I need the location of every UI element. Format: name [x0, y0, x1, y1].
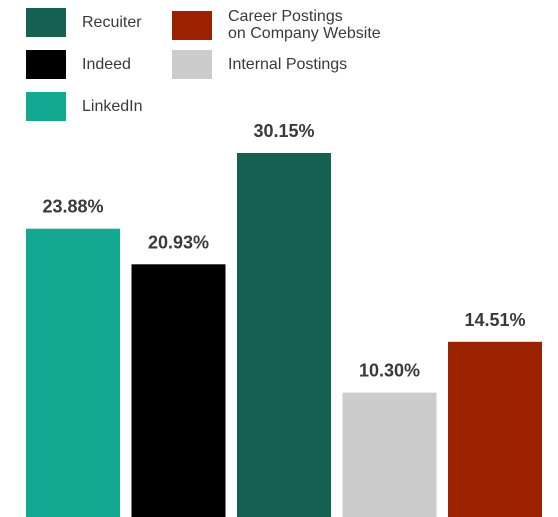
legend-label-linkedin: LinkedIn: [82, 98, 143, 115]
legend-swatch-internal-postings: [172, 50, 212, 79]
bar-recuiter: [237, 153, 331, 517]
legend-label-internal-postings: Internal Postings: [228, 56, 348, 73]
legend-item-linkedin: LinkedIn: [26, 92, 143, 121]
chart-legend: Recuiter Career Postings on Company Webs…: [0, 0, 558, 130]
legend-item-internal-postings: Internal Postings: [172, 50, 347, 79]
bar-career-postings-on-company-website: [448, 341, 542, 517]
legend-label-recuiter: Recuiter: [82, 14, 142, 31]
legend-item-recuiter: Recuiter: [26, 8, 142, 37]
legend-label-career-postings: Career Postings on Company Website: [228, 8, 381, 42]
value-label-recuiter: 30.15%: [253, 121, 314, 141]
bar-linkedin: [26, 228, 120, 517]
legend-item-indeed: Indeed: [26, 50, 131, 79]
legend-label-indeed: Indeed: [82, 56, 131, 73]
legend-item-career-postings: Career Postings on Company Website: [172, 8, 381, 42]
legend-swatch-indeed: [26, 50, 66, 79]
value-label-linkedin: 23.88%: [42, 197, 103, 217]
value-label-career-postings-on-company-website: 14.51%: [464, 310, 525, 330]
value-label-indeed: 20.93%: [148, 232, 209, 252]
bar-internal-postings: [342, 392, 437, 517]
value-label-internal-postings: 10.30%: [359, 361, 420, 381]
legend-swatch-linkedin: [26, 92, 66, 121]
legend-swatch-recuiter: [26, 8, 66, 37]
bar-indeed: [131, 264, 226, 517]
legend-swatch-career-postings: [172, 10, 212, 40]
